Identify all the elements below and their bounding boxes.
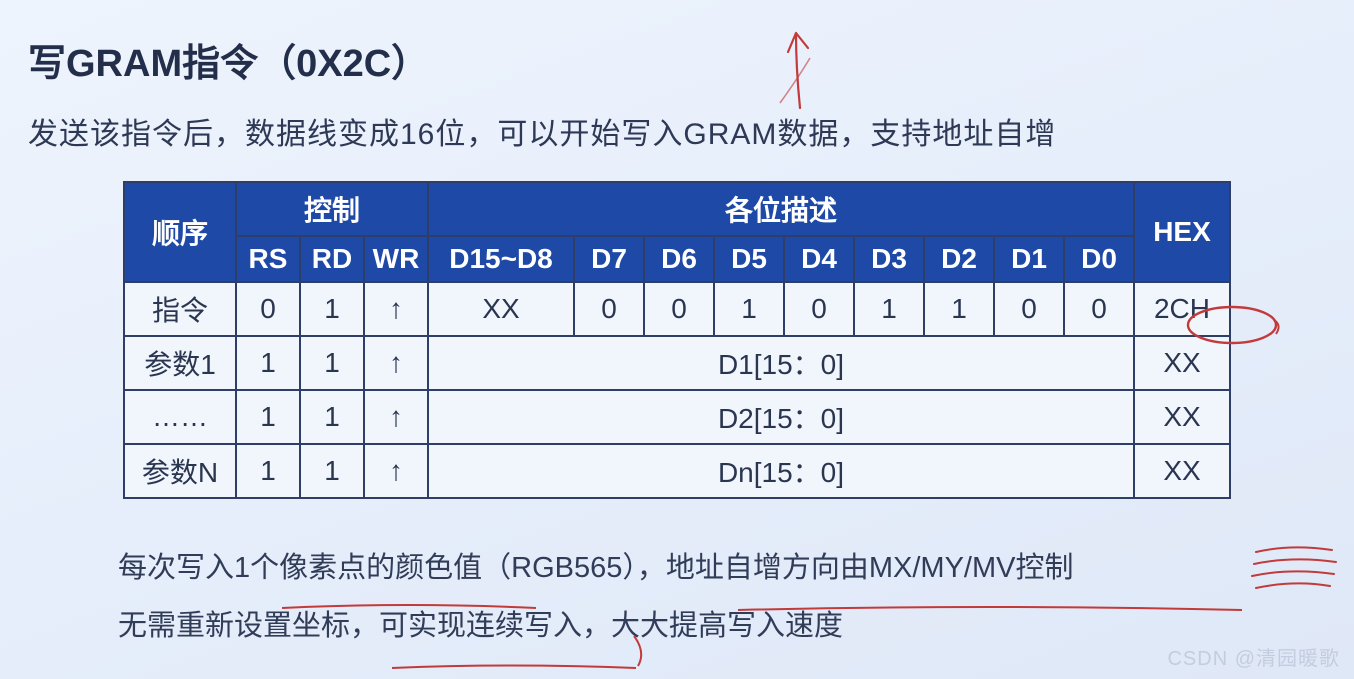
cell-bit: 0 <box>994 282 1064 336</box>
cell-bits-merged: D1[15：0] <box>428 336 1134 390</box>
cell-order: 参数1 <box>124 336 236 390</box>
note-line: 无需重新设置坐标，可实现连续写入，大大提高写入速度 <box>118 597 1326 655</box>
th-order: 顺序 <box>124 182 236 282</box>
cell-wr: ↑ <box>364 390 428 444</box>
cell-rs: 1 <box>236 336 300 390</box>
table-row: …… 1 1 ↑ D2[15：0] XX <box>124 390 1230 444</box>
note-line: 每次写入1个像素点的颜色值（RGB565），地址自增方向由MX/MY/MV控制 <box>118 539 1326 597</box>
cell-rd: 1 <box>300 444 364 498</box>
cell-bits-merged: D2[15：0] <box>428 390 1134 444</box>
th-d15d8: D15~D8 <box>428 236 574 282</box>
cell-rd: 1 <box>300 336 364 390</box>
cell-bit: 0 <box>574 282 644 336</box>
table-row: 参数N 1 1 ↑ Dn[15：0] XX <box>124 444 1230 498</box>
header-row-1: 顺序 控制 各位描述 HEX <box>124 182 1230 236</box>
header-row-2: RS RD WR D15~D8 D7 D6 D5 D4 D3 D2 D1 D0 <box>124 236 1230 282</box>
th-d7: D7 <box>574 236 644 282</box>
cell-rs: 1 <box>236 390 300 444</box>
cell-hex: XX <box>1134 336 1230 390</box>
th-control: 控制 <box>236 182 428 236</box>
cell-rd: 1 <box>300 282 364 336</box>
cell-bit: 0 <box>644 282 714 336</box>
cell-hex: XX <box>1134 390 1230 444</box>
th-d5: D5 <box>714 236 784 282</box>
cell-bit: 0 <box>784 282 854 336</box>
cell-bit: 0 <box>1064 282 1134 336</box>
th-d3: D3 <box>854 236 924 282</box>
cell-bit: 1 <box>924 282 994 336</box>
cell-order: 参数N <box>124 444 236 498</box>
cell-wr: ↑ <box>364 336 428 390</box>
table-body: 指令 0 1 ↑ XX 0 0 1 0 1 1 0 0 2CH 参数1 <box>124 282 1230 498</box>
th-hex: HEX <box>1134 182 1230 282</box>
cell-order: …… <box>124 390 236 444</box>
page-title: 写GRAM指令（0X2C） <box>28 32 1326 87</box>
cell-bit: 1 <box>714 282 784 336</box>
notes-block: 每次写入1个像素点的颜色值（RGB565），地址自增方向由MX/MY/MV控制 … <box>118 539 1326 655</box>
command-table: 顺序 控制 各位描述 HEX RS RD WR D15~D8 D7 D6 D5 … <box>123 181 1231 499</box>
watermark: CSDN @清园暖歌 <box>1167 642 1340 671</box>
table-row: 指令 0 1 ↑ XX 0 0 1 0 1 1 0 0 2CH <box>124 282 1230 336</box>
cell-rs: 0 <box>236 282 300 336</box>
cell-wr: ↑ <box>364 282 428 336</box>
cell-bit: XX <box>428 282 574 336</box>
th-rd: RD <box>300 236 364 282</box>
cell-wr: ↑ <box>364 444 428 498</box>
th-wr: WR <box>364 236 428 282</box>
th-d1: D1 <box>994 236 1064 282</box>
cell-hex: 2CH <box>1134 282 1230 336</box>
cell-bits-merged: Dn[15：0] <box>428 444 1134 498</box>
th-d6: D6 <box>644 236 714 282</box>
cell-rs: 1 <box>236 444 300 498</box>
cell-hex: XX <box>1134 444 1230 498</box>
th-d2: D2 <box>924 236 994 282</box>
table-row: 参数1 1 1 ↑ D1[15：0] XX <box>124 336 1230 390</box>
annotation-underline-3 <box>390 660 640 674</box>
th-rs: RS <box>236 236 300 282</box>
cell-order: 指令 <box>124 282 236 336</box>
cell-bit: 1 <box>854 282 924 336</box>
th-d4: D4 <box>784 236 854 282</box>
th-d0: D0 <box>1064 236 1134 282</box>
page-subtitle: 发送该指令后，数据线变成16位，可以开始写入GRAM数据，支持地址自增 <box>28 109 1326 153</box>
th-bits: 各位描述 <box>428 182 1134 236</box>
cell-rd: 1 <box>300 390 364 444</box>
